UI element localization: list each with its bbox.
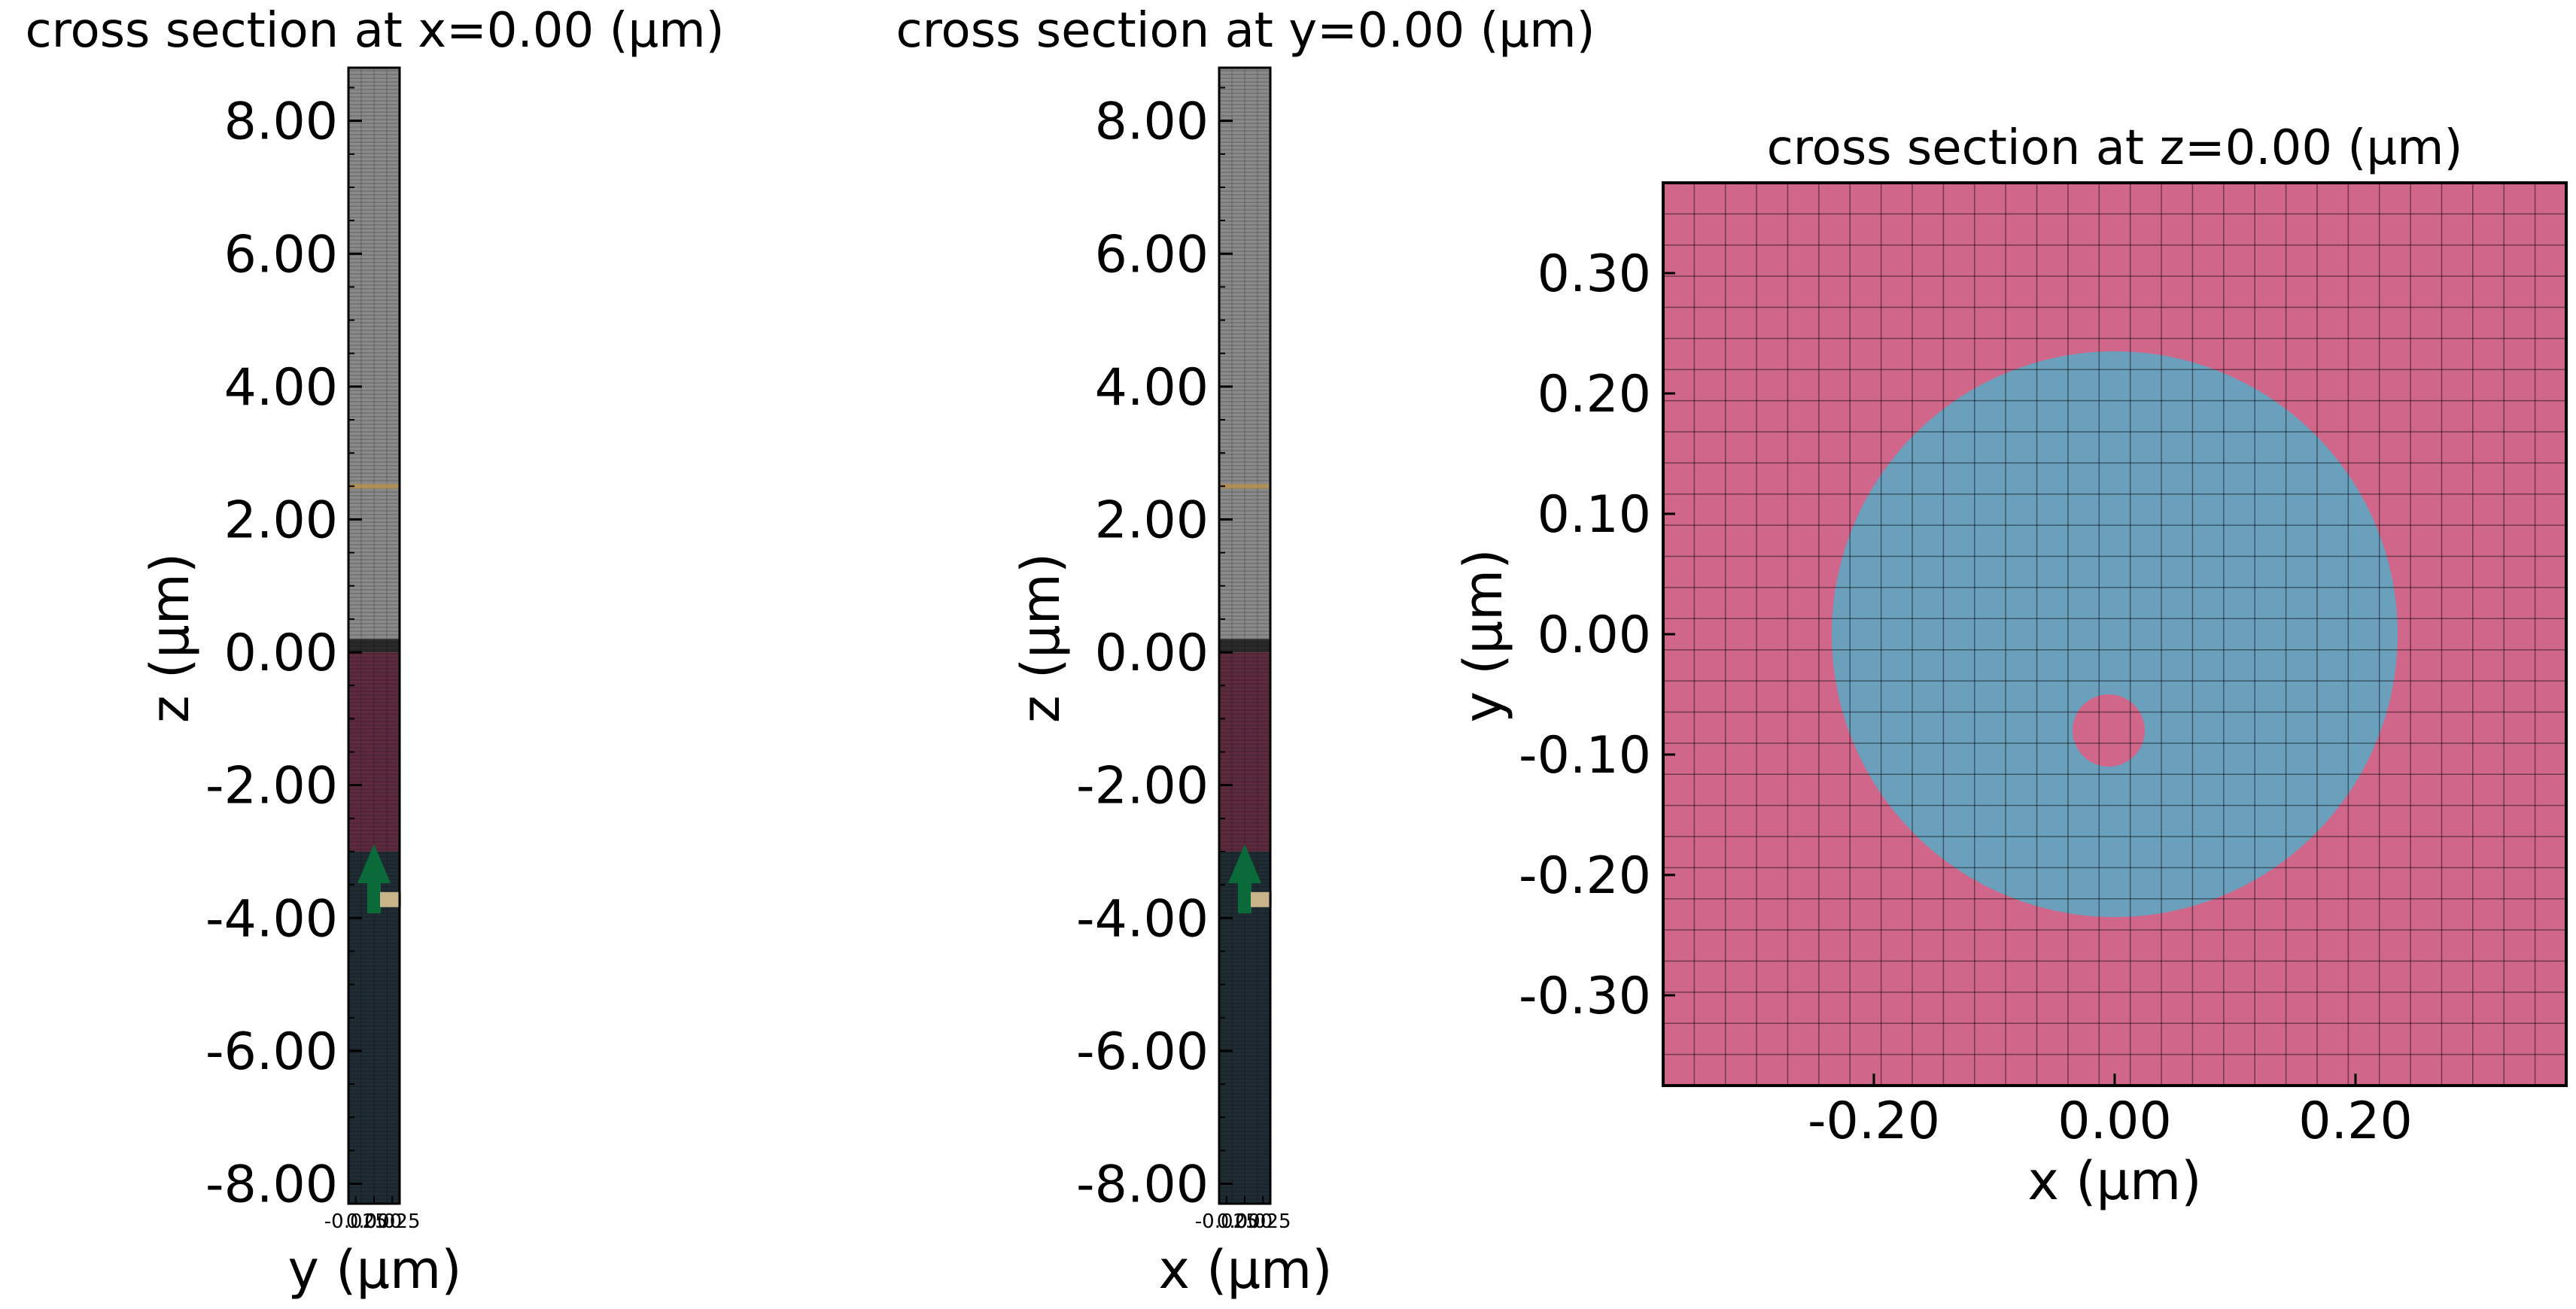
ytick-label: 6.00 [1095, 225, 1209, 284]
xtick-label: -0.025 [324, 1210, 388, 1233]
ytick-label: 0.00 [1095, 624, 1209, 683]
ytick-label: -2.00 [205, 757, 338, 816]
panel2-yticks: 8.00 6.00 4.00 2.00 0.00 -2.00 -4.00 -6.00 -8.00 [1076, 87, 1233, 1215]
ytick-label: 2.00 [224, 490, 338, 550]
panel1-ylabel: z (μm) [139, 553, 201, 723]
ytick-label: -0.20 [1519, 846, 1651, 906]
disk [1832, 351, 2398, 917]
ytick-label: 0.20 [1537, 365, 1651, 424]
ytick-label: -4.00 [1076, 889, 1209, 949]
panel3-xlabel: x (μm) [2027, 1150, 2201, 1212]
region-upper [1219, 68, 1270, 639]
monitor-box [380, 891, 401, 907]
xtick-label: 0.025 [364, 1210, 420, 1233]
ytick-label: -2.00 [1076, 757, 1209, 816]
region-structure [348, 652, 400, 852]
region-gap [1219, 639, 1270, 653]
ytick-label: -0.10 [1519, 726, 1651, 785]
source-arrow [357, 843, 391, 913]
ytick-label: 8.00 [224, 93, 338, 152]
panel-x-section: cross section at x=0.00 (μm) 8.00 6.00 4.0… [25, 3, 724, 1301]
ytick-label: 4.00 [224, 358, 338, 418]
panel3-plot [1662, 181, 2568, 1087]
panel1-regions [348, 68, 400, 1204]
ytick-label: -4.00 [205, 889, 338, 949]
region-gap [348, 639, 400, 653]
xtick-label: 0.025 [1235, 1210, 1291, 1233]
region-upper [348, 68, 400, 639]
panel-y-section: cross section at y=0.00 (μm) 8.00 6.00 4.0… [896, 3, 1595, 1301]
flux-line [1219, 484, 1270, 489]
flux-line [348, 484, 400, 489]
panel1-mesh [348, 68, 400, 1204]
ytick-label: 0.10 [1537, 485, 1651, 545]
ytick-label: 0.00 [224, 624, 338, 683]
ytick-label: 8.00 [1095, 93, 1209, 152]
xtick-label: 0.20 [2298, 1092, 2412, 1151]
panel2-title: cross section at y=0.00 (μm) [896, 3, 1595, 59]
ytick-label: 4.00 [1095, 358, 1209, 418]
xtick-label: -0.025 [1195, 1210, 1258, 1233]
xtick-label: -0.20 [1808, 1092, 1940, 1151]
panel2-mesh [1219, 68, 1270, 1204]
ytick-label: 0.00 [1537, 606, 1651, 665]
ytick-label: -6.00 [1076, 1022, 1209, 1082]
panel3-title: cross section at z=0.00 (μm) [1767, 120, 2463, 176]
ytick-label: 2.00 [1095, 490, 1209, 550]
ytick-label: -8.00 [205, 1156, 338, 1215]
source-arrow [1228, 843, 1261, 913]
hole [2073, 694, 2145, 767]
ytick-label: 6.00 [224, 225, 338, 284]
panel1-title: cross section at x=0.00 (μm) [25, 3, 724, 59]
xtick-label: 0.000 [346, 1210, 402, 1233]
panel2-ylabel: z (μm) [1010, 553, 1072, 723]
region-structure [1219, 652, 1270, 852]
panel3-ylabel: y (μm) [1452, 548, 1514, 722]
panel3-xticks: -0.20 0.00 0.20 [1808, 1074, 2413, 1151]
ytick-label: -6.00 [205, 1022, 338, 1082]
xtick-label: 0.00 [2057, 1092, 2171, 1151]
panel2-regions [1219, 68, 1270, 1204]
ytick-label: -0.30 [1519, 967, 1651, 1026]
panel-z-section: cross section at z=0.00 (μm) 0.30 0.20 0.1… [1452, 120, 2568, 1212]
ytick-label: 0.30 [1537, 244, 1651, 304]
panel2-xlabel: x (μm) [1158, 1239, 1332, 1301]
ytick-label: -8.00 [1076, 1156, 1209, 1215]
xtick-label: 0.000 [1217, 1210, 1273, 1233]
monitor-box [1251, 891, 1272, 907]
panel3-yticks: 0.30 0.20 0.10 0.00 -0.10 -0.20 -0.30 [1519, 244, 1675, 1026]
panel1-yticks: 8.00 6.00 4.00 2.00 0.00 -2.00 -4.00 -6.00 -8.00 [205, 87, 362, 1215]
panel1-xlabel: y (μm) [287, 1239, 461, 1301]
